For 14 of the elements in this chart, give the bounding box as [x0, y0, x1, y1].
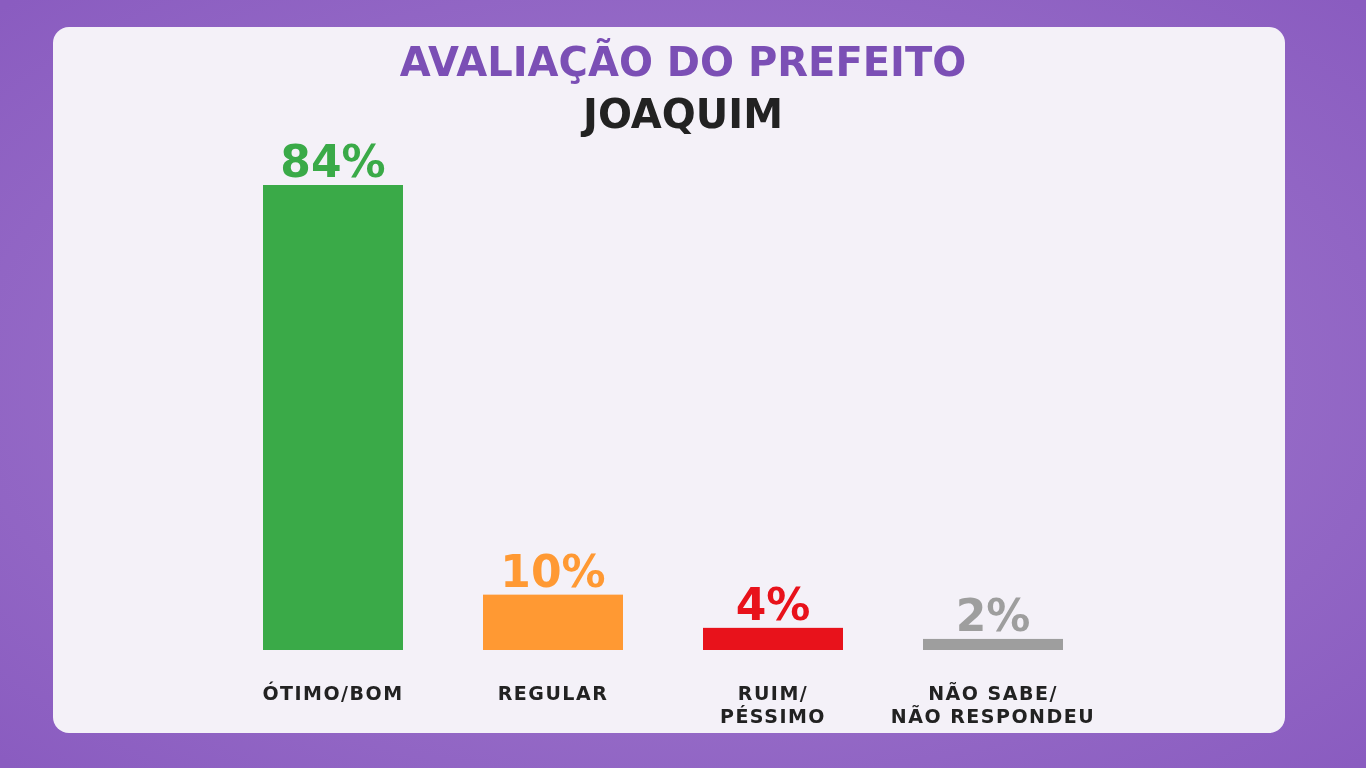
data-label: 10% [500, 545, 606, 597]
bar [483, 594, 623, 650]
bar [263, 185, 403, 650]
chart-title: AVALIAÇÃO DO PREFEITO [399, 37, 967, 85]
x-tick-label: ÓTIMO/BOM [262, 681, 404, 704]
bar [923, 638, 1063, 650]
bar [703, 627, 843, 650]
x-tick-label: NÃO SABE/ NÃO RESPONDEU [890, 681, 1096, 727]
x-tick-label: REGULAR [497, 682, 609, 704]
x-tick-label: RUIM/ PÉSSIMO [719, 682, 827, 727]
data-label: 2% [955, 589, 1031, 641]
data-label: 4% [735, 578, 811, 630]
data-label: 84% [280, 136, 386, 187]
chart-subtitle: JOAQUIM [580, 91, 783, 137]
